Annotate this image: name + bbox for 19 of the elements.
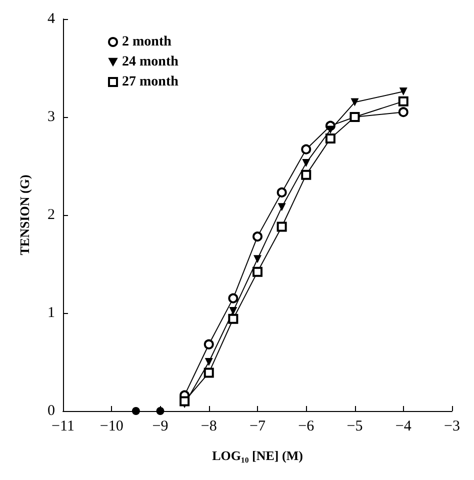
x-tick-label: −5 <box>346 418 363 434</box>
y-tick-label: 2 <box>48 207 55 223</box>
y-axis-title: TENSION (G) <box>17 174 32 256</box>
x-tick-label: −11 <box>52 418 74 434</box>
x-tick-label: −9 <box>152 418 168 434</box>
legend-label: 24 month <box>122 54 179 70</box>
x-tick-label: −6 <box>298 418 315 434</box>
legend-label: 27 month <box>122 74 179 90</box>
x-tick-label: −3 <box>444 418 460 434</box>
x-tick-label: −4 <box>395 418 412 434</box>
y-tick-label: 3 <box>48 109 55 125</box>
y-tick-label: 0 <box>48 403 55 419</box>
y-tick-label: 4 <box>48 11 56 27</box>
x-axis-title: LOG₁₀ [NE] (M) <box>212 448 303 463</box>
legend-label: 2 month <box>122 34 172 50</box>
y-tick-label: 1 <box>48 305 55 321</box>
x-tick-label: −7 <box>250 418 266 434</box>
x-tick-label: −10 <box>100 418 124 434</box>
x-tick-label: −8 <box>200 418 217 434</box>
